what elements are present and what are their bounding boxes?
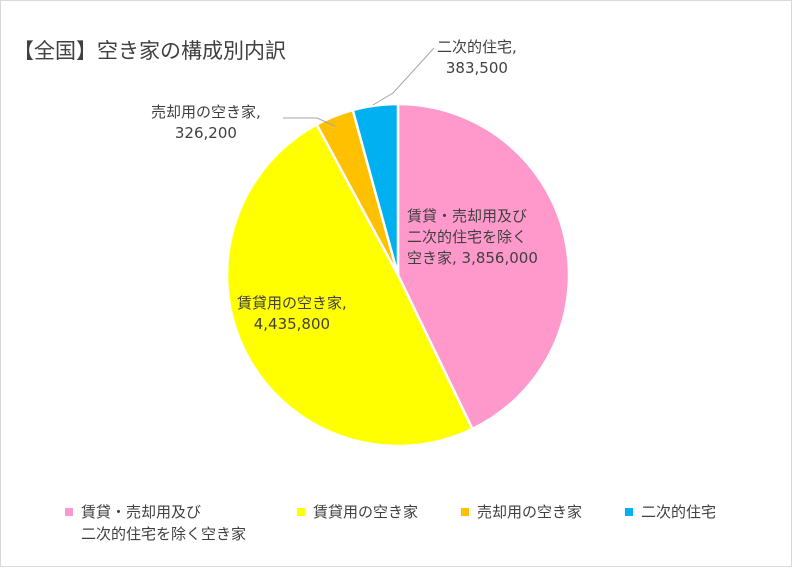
data-label-line: 二次的住宅,	[437, 38, 517, 56]
legend-label: 賃貸・売却用及び 二次的住宅を除く空き家	[81, 503, 247, 543]
data-label-line: 4,435,800	[253, 315, 331, 333]
legend-item-sale-vacant: 売却用の空き家	[461, 501, 582, 523]
data-label-line: 空き家, 3,856,000	[407, 249, 538, 267]
slice-other-vacant	[396, 102, 571, 431]
legend-item-other-vacant: 賃貸・売却用及び 二次的住宅を除く空き家	[65, 501, 246, 545]
legend-label: 二次的住宅	[641, 503, 717, 521]
leader-line-sale-vacant	[283, 117, 336, 127]
data-label-line: 326,200	[174, 124, 237, 142]
legend-label: 売却用の空き家	[477, 503, 583, 521]
data-label-line: 売却用の空き家,	[151, 103, 261, 121]
data-label-other-vacant: 賃貸・売却用及び 二次的住宅を除く 空き家, 3,856,000	[407, 206, 538, 269]
data-label-line: 賃貸用の空き家,	[237, 294, 347, 312]
data-label-sale-vacant: 売却用の空き家, 326,200	[151, 102, 261, 144]
legend-swatch	[297, 508, 305, 516]
leader-line-secondary-housing	[372, 47, 435, 106]
legend-label: 賃貸用の空き家	[313, 503, 419, 521]
legend-swatch	[461, 508, 469, 516]
data-label-rental-vacant: 賃貸用の空き家, 4,435,800	[237, 293, 347, 335]
slice-secondary-housing	[351, 102, 400, 277]
data-label-line: 二次的住宅を除く	[407, 228, 528, 246]
data-label-line: 賃貸・売却用及び	[407, 207, 528, 225]
data-label-line: 383,500	[445, 59, 508, 77]
legend-item-rental-vacant: 賃貸用の空き家	[297, 501, 418, 523]
legend-swatch	[625, 508, 633, 516]
legend-swatch	[65, 508, 73, 516]
legend-item-secondary-housing: 二次的住宅	[625, 501, 716, 523]
slice-rental-vacant	[225, 123, 474, 448]
chart-title: 【全国】空き家の構成別内訳	[13, 39, 286, 63]
data-label-secondary-housing: 二次的住宅, 383,500	[437, 37, 517, 79]
legend: 賃貸・売却用及び 二次的住宅を除く空き家 賃貸用の空き家 売却用の空き家 二次的…	[1, 501, 792, 551]
